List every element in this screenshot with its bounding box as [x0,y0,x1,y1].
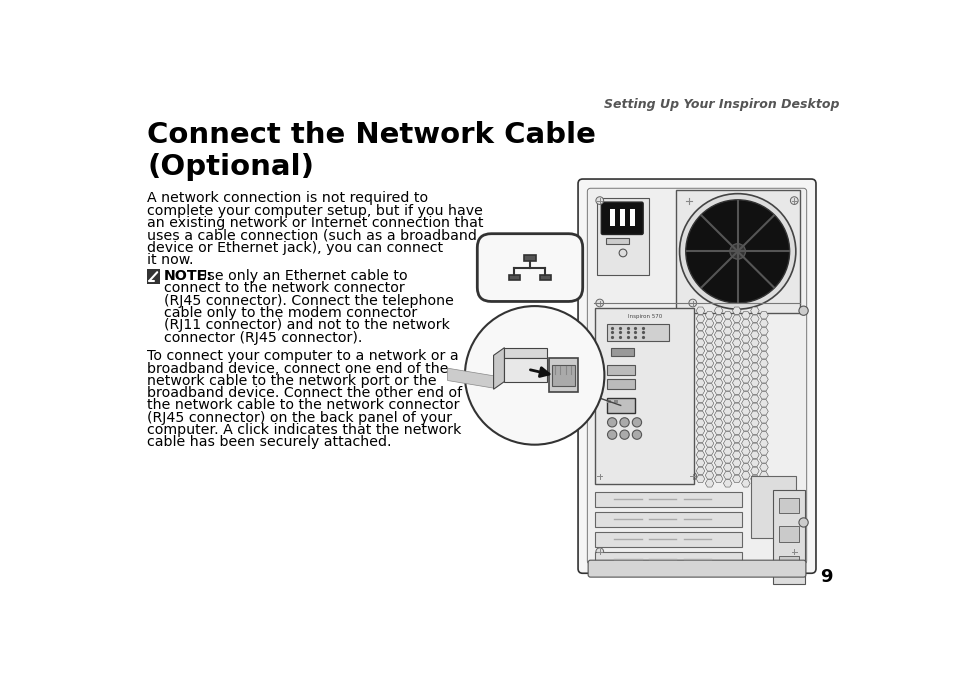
Circle shape [688,299,696,307]
Text: cable only to the modem connector: cable only to the modem connector [164,306,417,320]
Circle shape [619,418,629,427]
Circle shape [596,473,603,480]
FancyBboxPatch shape [600,202,642,234]
Circle shape [618,249,626,257]
Text: (RJ45 connector). Connect the telephone: (RJ45 connector). Connect the telephone [164,294,454,308]
Text: broadband device, connect one end of the: broadband device, connect one end of the [147,362,448,376]
Circle shape [790,548,798,556]
Text: Connect the Network Cable: Connect the Network Cable [147,121,596,150]
Text: device or Ethernet jack), you can connect: device or Ethernet jack), you can connec… [147,240,443,255]
Bar [619,209,624,226]
Circle shape [607,418,617,427]
Bar [548,358,578,392]
Circle shape [679,194,795,309]
Text: Inspiron 570: Inspiron 570 [627,313,661,319]
Circle shape [632,430,641,439]
Bar [606,379,634,389]
Circle shape [798,306,807,315]
Bar [595,552,741,567]
Bar [606,366,634,375]
Text: 9: 9 [819,567,831,586]
Text: connect to the network connector: connect to the network connector [164,282,404,295]
Circle shape [688,473,696,480]
Bar [613,400,617,403]
Text: (Optional): (Optional) [147,153,314,181]
Text: it now.: it now. [147,253,193,267]
Circle shape [685,200,789,303]
Bar [607,400,611,403]
Circle shape [596,548,603,556]
Circle shape [619,430,629,439]
Text: A network connection is not required to: A network connection is not required to [147,192,428,205]
Bar [675,190,799,313]
Circle shape [607,430,617,439]
Circle shape [596,197,603,204]
Bar [551,365,575,386]
Text: (RJ45 connector) on the back panel of your: (RJ45 connector) on the back panel of yo… [147,411,452,424]
Text: cable has been securely attached.: cable has been securely attached. [147,435,392,450]
FancyBboxPatch shape [587,188,806,564]
Bar [778,498,798,513]
Bar [778,556,798,571]
Text: To connect your computer to a network or a: To connect your computer to a network or… [147,349,458,363]
FancyBboxPatch shape [587,560,805,577]
Circle shape [632,418,641,427]
Text: Use only an Ethernet cable to: Use only an Ethernet cable to [196,269,407,283]
Text: NOTE:: NOTE: [164,269,213,283]
Text: (RJ11 connector) and not to the network: (RJ11 connector) and not to the network [164,318,450,332]
Text: complete your computer setup, but if you have: complete your computer setup, but if you… [147,204,482,218]
Text: uses a cable connection (such as a broadband: uses a cable connection (such as a broad… [147,228,476,242]
Bar [509,274,519,280]
Circle shape [683,196,693,205]
Bar [772,490,804,584]
FancyBboxPatch shape [476,234,582,301]
Text: the network cable to the network connector: the network cable to the network connect… [147,399,459,412]
Bar [523,255,536,261]
Bar [750,476,795,538]
Text: network cable to the network port or the: network cable to the network port or the [147,374,436,388]
Text: connector (RJ45 connector).: connector (RJ45 connector). [164,331,362,345]
Bar [147,269,159,284]
Circle shape [798,518,807,527]
Bar [595,531,741,547]
Circle shape [729,244,744,259]
Bar [778,526,798,542]
Circle shape [464,306,604,445]
Circle shape [790,197,798,204]
Bar [595,492,741,507]
Circle shape [596,299,603,307]
Text: computer. A click indicates that the network: computer. A click indicates that the net… [147,423,461,437]
Bar [609,209,615,226]
Text: an existing network or Internet connection that: an existing network or Internet connecti… [147,216,483,230]
Text: Setting Up Your Inspiron Desktop: Setting Up Your Inspiron Desktop [604,98,840,111]
Bar [595,512,741,527]
Polygon shape [504,348,546,358]
Bar [539,274,550,280]
Bar [629,209,635,226]
Bar [596,198,649,274]
Bar [595,309,694,484]
Bar [606,397,634,413]
Polygon shape [504,358,546,382]
Bar [606,324,668,341]
Bar [610,349,633,356]
FancyBboxPatch shape [578,179,815,573]
Text: broadband device. Connect the other end of: broadband device. Connect the other end … [147,386,462,400]
Polygon shape [493,348,504,389]
Bar [605,238,629,244]
